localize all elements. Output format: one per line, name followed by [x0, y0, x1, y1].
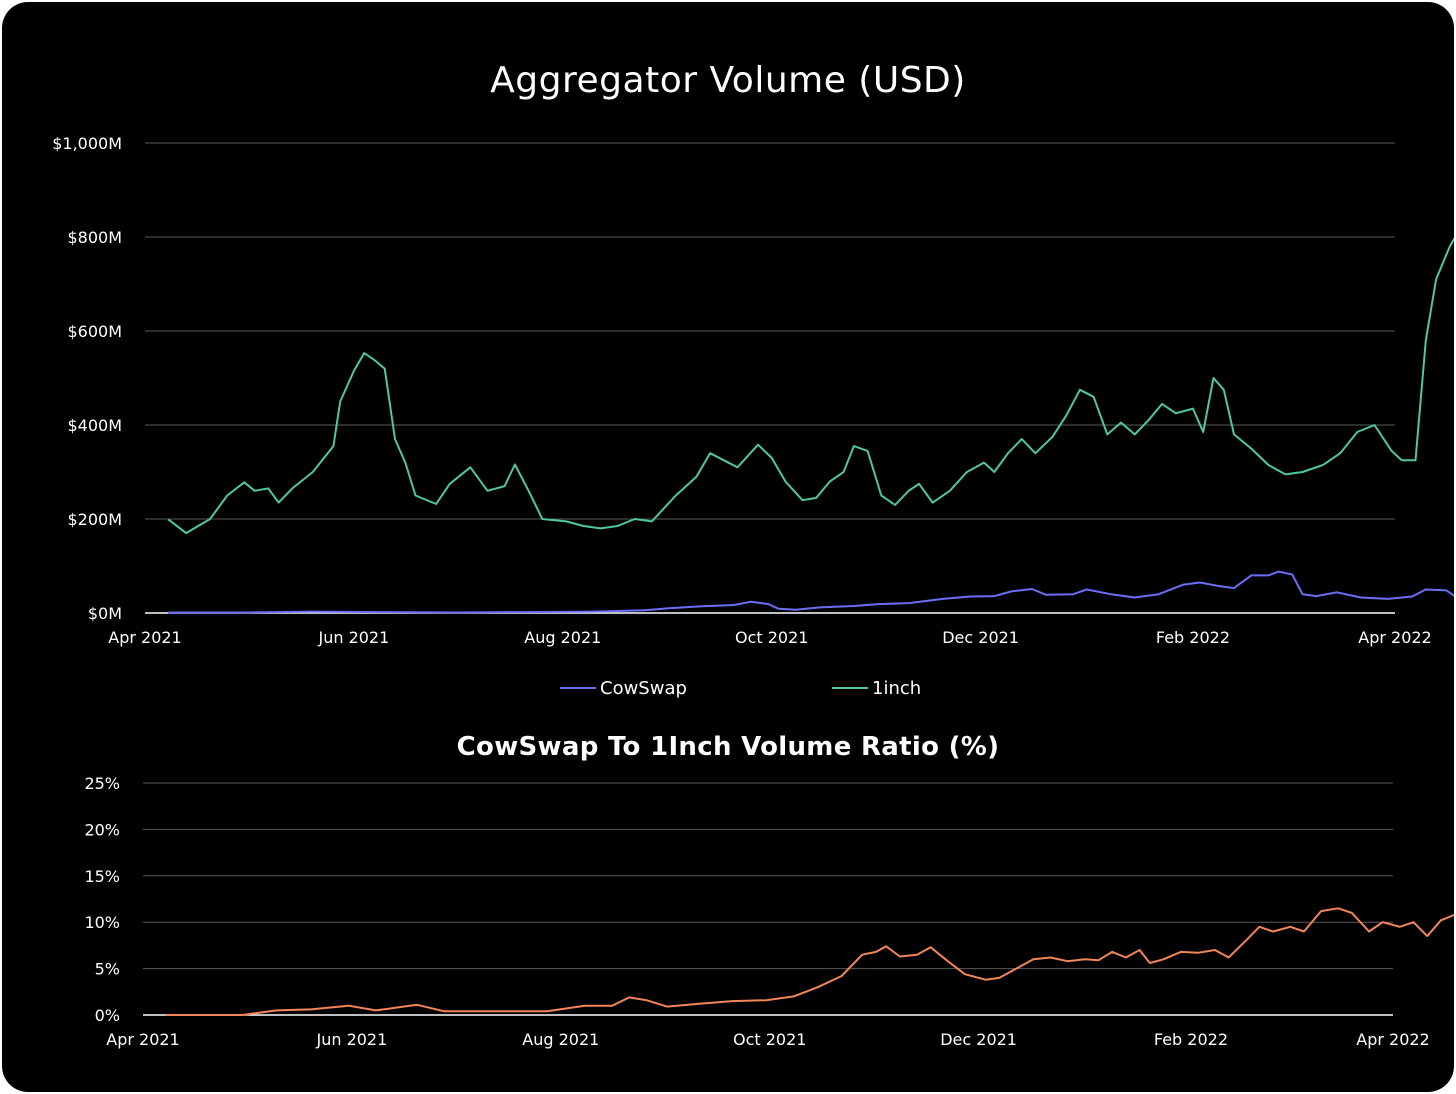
volume-x-tick-label-4: Dec 2021 [942, 628, 1019, 647]
volume-y-tick-label-0: $0M [88, 604, 122, 623]
volume-y-tick-label-5: $1,000M [52, 134, 122, 153]
legend-swatch-1inch [832, 687, 868, 689]
ratio-y-tick-label-3: 15% [84, 867, 120, 886]
chart-title-ratio: CowSwap To 1Inch Volume Ratio (%) [456, 732, 1000, 762]
ratio-x-tick-label-2: Aug 2021 [522, 1030, 599, 1049]
ratio-series-line [166, 907, 1454, 1016]
volume-x-tick-label-5: Feb 2022 [1156, 628, 1230, 647]
ratio-y-tick-label-2: 10% [84, 913, 120, 932]
volume-y-tick-label-2: $400M [67, 416, 122, 435]
ratio-y-tick-label-0: 0% [95, 1006, 120, 1025]
ratio-x-tick-label-5: Feb 2022 [1154, 1030, 1228, 1049]
legend-swatch-cowswap [560, 687, 596, 689]
volume-x-tick-label-0: Apr 2021 [108, 628, 181, 647]
legend-label-1inch: 1inch [872, 677, 922, 699]
volume-x-tick-label-2: Aug 2021 [524, 628, 601, 647]
volume-y-tick-label-3: $600M [67, 322, 122, 341]
legend-label-cowswap: CowSwap [600, 677, 687, 699]
cowswap-series-line [168, 570, 1454, 614]
legend-item-1inch[interactable]: 1inch [832, 676, 921, 700]
volume-y-tick-label-4: $800M [67, 228, 122, 247]
volume-x-tick-label-1: Jun 2021 [317, 628, 389, 647]
ratio-x-tick-label-6: Apr 2022 [1356, 1030, 1429, 1049]
volume-x-tick-label-3: Oct 2021 [735, 628, 808, 647]
ratio-x-tick-label-0: Apr 2021 [106, 1030, 179, 1049]
ratio-y-tick-label-1: 5% [95, 960, 120, 979]
chart-title-volume: Aggregator Volume (USD) [490, 60, 966, 101]
ratio-y-tick-label-5: 25% [84, 774, 120, 793]
volume-y-tick-label-1: $200M [67, 510, 122, 529]
volume-x-tick-label-6: Apr 2022 [1358, 628, 1431, 647]
ratio-x-tick-label-4: Dec 2021 [940, 1030, 1017, 1049]
ratio-y-tick-label-4: 20% [84, 820, 120, 839]
1inch-series-line [168, 237, 1454, 535]
ratio-x-tick-label-3: Oct 2021 [733, 1030, 806, 1049]
ratio-x-tick-label-1: Jun 2021 [315, 1030, 387, 1049]
legend-item-cowswap[interactable]: CowSwap [560, 676, 687, 700]
